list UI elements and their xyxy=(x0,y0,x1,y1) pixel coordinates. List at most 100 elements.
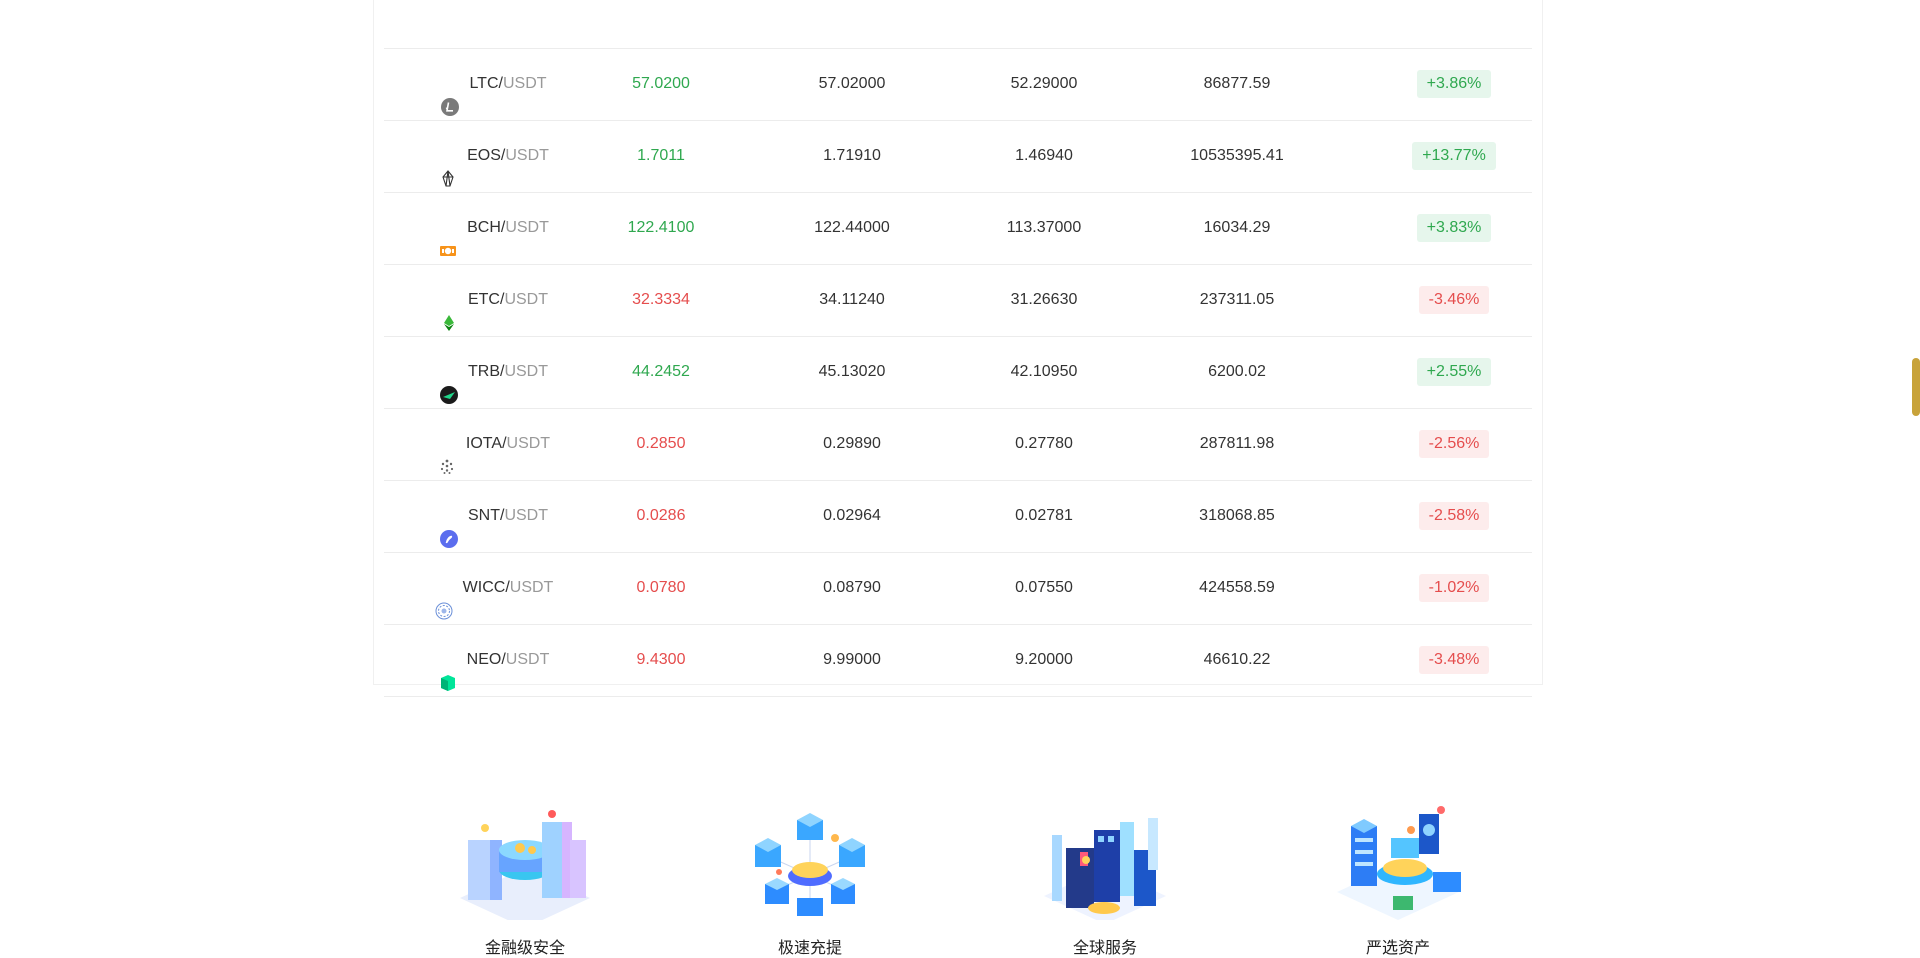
pair-base: WICC xyxy=(462,579,506,596)
low-price: 0.27780 xyxy=(1015,435,1073,452)
low-price: 52.29000 xyxy=(1010,75,1078,92)
high-price: 0.29890 xyxy=(823,435,881,452)
pair-base: TRB xyxy=(467,363,500,380)
pair-cell: EOS/USDT xyxy=(414,119,574,192)
high-price: 1.71910 xyxy=(823,147,881,164)
pair-quote: USDT xyxy=(505,147,549,164)
change-cell: -3.46% xyxy=(1384,263,1524,336)
high-price: 9.99000 xyxy=(823,651,881,668)
table-row[interactable]: BCH/USDT 122.4100 122.44000 113.37000 16034.… xyxy=(384,191,1532,265)
pair-base: SNT xyxy=(467,507,500,524)
volume: 46610.22 xyxy=(1203,651,1271,668)
change-badge: -2.56% xyxy=(1418,429,1490,458)
low-price: 0.07550 xyxy=(1015,579,1073,596)
market-table: LTC/USDT 57.0200 57.02000 52.29000 86877.59 +… xyxy=(373,0,1543,697)
last-price: 32.3334 xyxy=(632,291,690,308)
last-price xyxy=(566,0,756,48)
high-price: 122.44000 xyxy=(814,219,890,236)
change-cell: +2.55% xyxy=(1384,335,1524,408)
low-price: 9.20000 xyxy=(1015,651,1073,668)
pair-separator: / xyxy=(498,75,503,92)
pair-cell: IOTA/USDT xyxy=(414,407,574,480)
last-price: 0.0286 xyxy=(636,507,686,524)
low-price: 113.37000 xyxy=(1006,219,1082,236)
volume: 6200.02 xyxy=(1208,363,1266,380)
last-price: 44.2452 xyxy=(632,363,690,380)
eos-icon xyxy=(439,147,457,187)
last-price: 0.0780 xyxy=(636,579,686,596)
pair-cell: TRB/USDT xyxy=(414,335,574,408)
volume: 424558.59 xyxy=(1199,579,1275,596)
last-price: 57.0200 xyxy=(632,75,690,92)
pair-separator: / xyxy=(500,147,506,164)
pair-base: ETC xyxy=(467,291,500,308)
table-row[interactable]: IOTA/USDT 0.2850 0.29890 0.27780 287811.98 -2… xyxy=(384,407,1532,481)
scrollbar-thumb[interactable] xyxy=(1912,358,1920,416)
table-row[interactable] xyxy=(384,0,1532,49)
pair-separator: / xyxy=(499,363,505,380)
table-row[interactable]: EOS/USDT 1.7011 1.71910 1.46940 10535395.41 +… xyxy=(384,119,1532,193)
change-cell: -2.58% xyxy=(1384,479,1524,552)
change-cell xyxy=(1384,0,1524,48)
pair-cell: LTC/USDT xyxy=(414,47,574,120)
global-service-illustration-icon xyxy=(1044,818,1166,920)
high-price: 0.02964 xyxy=(823,507,881,524)
last-price: 1.7011 xyxy=(637,147,685,164)
pair-cell: ETC/USDT xyxy=(414,263,574,336)
pair-base: NEO xyxy=(466,651,502,668)
pair-quote: USDT xyxy=(502,75,547,92)
security-illustration-icon xyxy=(460,810,590,920)
volume xyxy=(1139,0,1335,48)
pair-quote: USDT xyxy=(504,507,548,524)
pair-quote: USDT xyxy=(504,363,548,380)
high-price xyxy=(757,0,947,48)
volume: 318068.85 xyxy=(1199,507,1275,524)
scrollbar-track[interactable] xyxy=(1912,0,1920,948)
last-price: 122.4100 xyxy=(627,219,695,236)
pair-base: IOTA xyxy=(465,435,503,452)
table-row[interactable]: SNT/USDT 0.0286 0.02964 0.02781 318068.85 -2.… xyxy=(384,479,1532,553)
change-cell: -1.02% xyxy=(1384,551,1524,624)
change-badge: +3.86% xyxy=(1416,69,1492,98)
change-badge: -1.02% xyxy=(1418,573,1490,602)
pair-separator: / xyxy=(500,219,506,236)
pair-separator: / xyxy=(502,435,507,452)
last-price: 9.4300 xyxy=(636,651,686,668)
fast-deposit-illustration-icon xyxy=(755,813,865,916)
pair-separator: / xyxy=(499,507,505,524)
pair-base: EOS xyxy=(467,147,501,164)
pair-cell: BCH/USDT xyxy=(414,191,574,264)
table-row[interactable]: WICC/USDT 0.0780 0.08790 0.07550 424558.59 -1… xyxy=(384,551,1532,625)
bch-icon xyxy=(439,219,457,256)
table-row[interactable]: ETC/USDT 32.3334 34.11240 31.26630 237311.05… xyxy=(384,263,1532,337)
high-price: 57.02000 xyxy=(818,75,886,92)
feature-selected-assets: 严选资产 xyxy=(1313,800,1483,957)
high-price: 45.13020 xyxy=(818,363,886,380)
pair-quote: USDT xyxy=(505,219,549,236)
table-row[interactable]: LTC/USDT 57.0200 57.02000 52.29000 86877.59 +… xyxy=(384,47,1532,121)
high-price: 0.08790 xyxy=(823,579,881,596)
iota-icon xyxy=(438,435,456,474)
low-price: 0.02781 xyxy=(1015,507,1073,524)
pair-base: BCH xyxy=(467,219,501,236)
change-badge: -3.46% xyxy=(1418,285,1490,314)
trb-icon xyxy=(439,363,458,404)
table-row[interactable]: TRB/USDT 44.2452 45.13020 42.10950 6200.02 +2… xyxy=(384,335,1532,409)
feature-fast-deposit: 极速充提 xyxy=(725,800,895,957)
pair-separator: / xyxy=(505,579,510,596)
neo-icon xyxy=(439,651,457,691)
feature-label: 全球服务 xyxy=(1072,940,1137,957)
table-row[interactable]: NEO/USDT 9.4300 9.99000 9.20000 46610.22 -3.4… xyxy=(384,623,1532,697)
ltc-icon xyxy=(441,75,460,116)
change-badge: -2.58% xyxy=(1418,501,1490,530)
pair-cell: SNT/USDT xyxy=(414,479,574,552)
pair-cell: WICC/USDT xyxy=(414,551,574,624)
volume: 237311.05 xyxy=(1199,291,1275,308)
change-cell: +3.83% xyxy=(1384,191,1524,264)
feature-security: 金融级安全 xyxy=(440,800,610,957)
pair-cell: NEO/USDT xyxy=(414,623,574,696)
change-badge: +2.55% xyxy=(1416,357,1492,386)
change-cell: -2.56% xyxy=(1384,407,1524,480)
feature-label: 严选资产 xyxy=(1365,940,1430,957)
pair-separator: / xyxy=(501,651,506,668)
